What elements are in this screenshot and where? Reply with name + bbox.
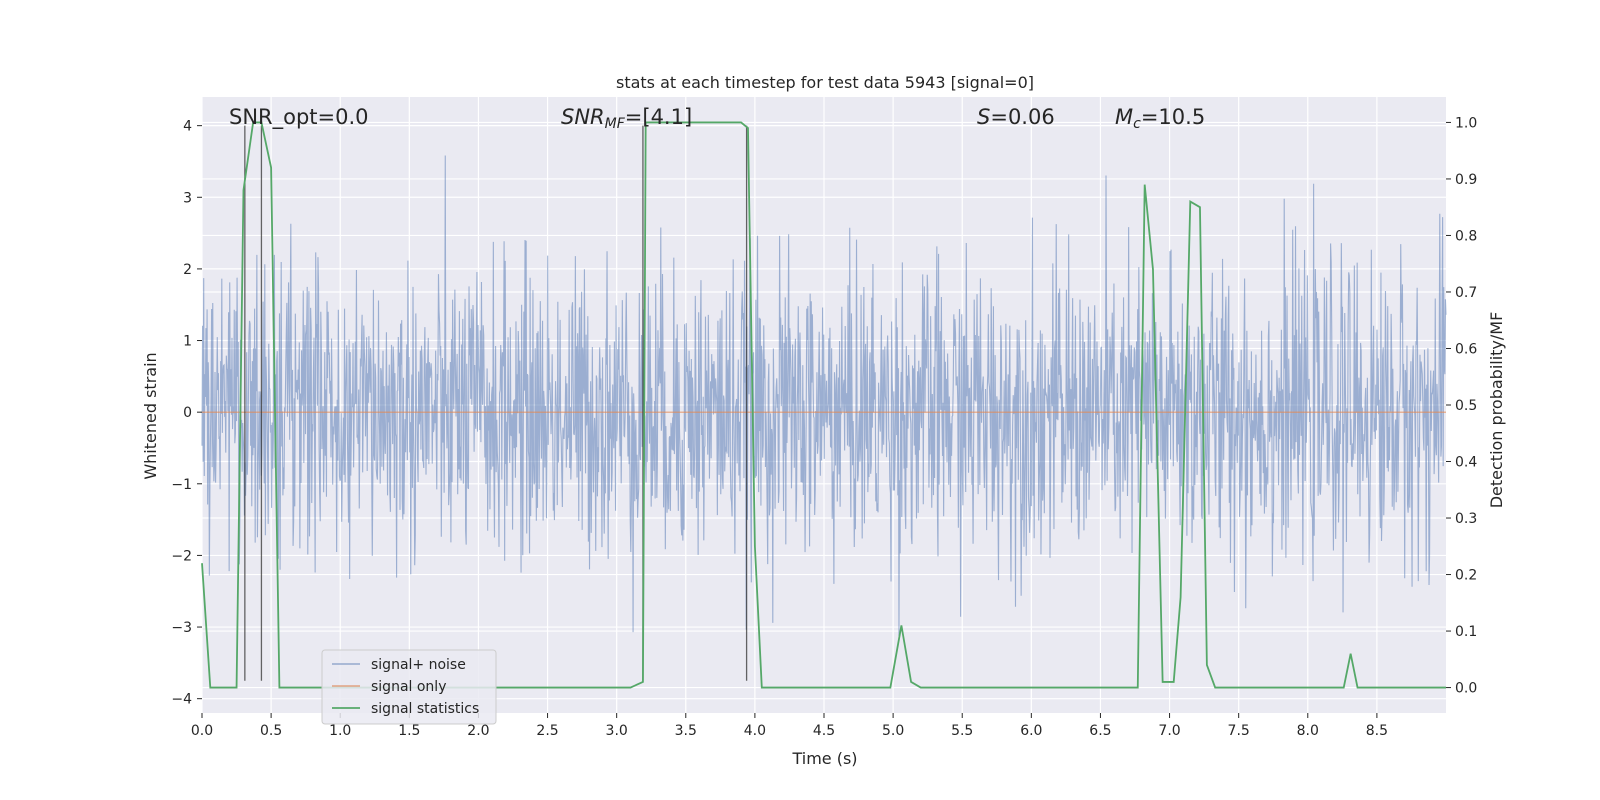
x-tick-label-15: 7.5 — [1228, 723, 1250, 739]
x-tick-label-14: 7.0 — [1158, 723, 1180, 739]
annotation-snr-mf: SNRMF=[4.1] — [561, 105, 692, 132]
x-tick-label-10: 5.0 — [882, 723, 904, 739]
x-axis-ticks: 0.0 0.5 1.0 1.5 2.0 2.5 3.0 3.5 4.0 4.5 5.0 5.5 6.0 6… — [191, 713, 1388, 739]
annotation-mc: Mc=10.5 — [1115, 105, 1205, 132]
y-tick-label-3: −1 — [171, 477, 192, 493]
y-right-tick-label-10: 1.0 — [1455, 115, 1477, 131]
y-right-tick-label-7: 0.7 — [1455, 285, 1477, 301]
y-right-tick-label-0: 0.0 — [1455, 681, 1477, 697]
y-tick-label-5: 1 — [183, 334, 192, 350]
y-axis-ticks: −4 −3 −2 −1 0 1 2 3 4 — [171, 119, 202, 708]
signal-statistics-line — [201, 121, 1446, 689]
x-tick-label-7: 3.5 — [675, 723, 697, 739]
x-tick-label-1: 0.5 — [260, 723, 282, 739]
y-tick-label-8: 4 — [183, 119, 192, 135]
vertical-markers — [244, 125, 748, 681]
x-tick-label-3: 1.5 — [398, 723, 420, 739]
x-tick-label-8: 4.0 — [744, 723, 766, 739]
y-tick-label-7: 3 — [183, 190, 192, 206]
chart-title: stats at each timestep for test data 594… — [616, 73, 1034, 92]
x-tick-label-0: 0.0 — [191, 723, 213, 739]
x-tick-label-9: 4.5 — [813, 723, 835, 739]
y-tick-label-4: 0 — [183, 405, 192, 421]
y-tick-label-0: −4 — [171, 692, 192, 708]
series-signal-noise — [201, 155, 1447, 636]
x-tick-label-5: 2.5 — [536, 723, 558, 739]
series-signal-statistics — [201, 121, 1446, 689]
x-tick-label-17: 8.5 — [1366, 723, 1388, 739]
y-axis-label: Whitened strain — [141, 352, 160, 479]
y-right-tick-label-6: 0.6 — [1455, 341, 1477, 357]
annotation-snr-opt: SNR_opt=0.0 — [229, 105, 369, 130]
y-right-tick-label-4: 0.4 — [1455, 455, 1477, 471]
legend: signal+ noise signal only signal statist… — [321, 649, 497, 725]
x-tick-label-6: 3.0 — [606, 723, 628, 739]
y-tick-label-6: 2 — [183, 262, 192, 278]
signal-noise-line — [201, 155, 1447, 636]
y-right-tick-label-1: 0.1 — [1455, 624, 1477, 640]
y-right-tick-label-3: 0.3 — [1455, 511, 1477, 527]
legend-label-signal-statistics: signal statistics — [371, 701, 479, 717]
y-right-tick-label-2: 0.2 — [1455, 568, 1477, 584]
x-tick-label-16: 8.0 — [1297, 723, 1319, 739]
x-tick-label-13: 6.5 — [1089, 723, 1111, 739]
y-tick-label-2: −2 — [171, 548, 192, 564]
y-right-tick-label-9: 0.9 — [1455, 172, 1477, 188]
x-axis-label: Time (s) — [791, 749, 857, 768]
y-right-tick-label-5: 0.5 — [1455, 398, 1477, 414]
x-tick-label-4: 2.0 — [467, 723, 489, 739]
annotations: SNR_opt=0.0 SNRMF=[4.1] S=0.06 Mc=10.5 — [229, 105, 1205, 132]
legend-box — [321, 649, 497, 725]
annotation-s: S=0.06 — [977, 105, 1055, 129]
legend-label-signal-only: signal only — [371, 679, 446, 695]
y-tick-label-1: −3 — [171, 620, 192, 636]
x-tick-label-12: 6.0 — [1020, 723, 1042, 739]
x-tick-label-2: 1.0 — [329, 723, 351, 739]
y-axis-right-ticks: 0.0 0.1 0.2 0.3 0.4 0.5 0.6 0.7 0.8 0.9 1.0 — [1446, 115, 1477, 697]
legend-label-signal-noise: signal+ noise — [371, 657, 466, 673]
y-axis-right-label: Detection probability/MF — [1487, 312, 1506, 509]
x-tick-label-11: 5.5 — [951, 723, 973, 739]
y-right-tick-label-8: 0.8 — [1455, 228, 1477, 244]
